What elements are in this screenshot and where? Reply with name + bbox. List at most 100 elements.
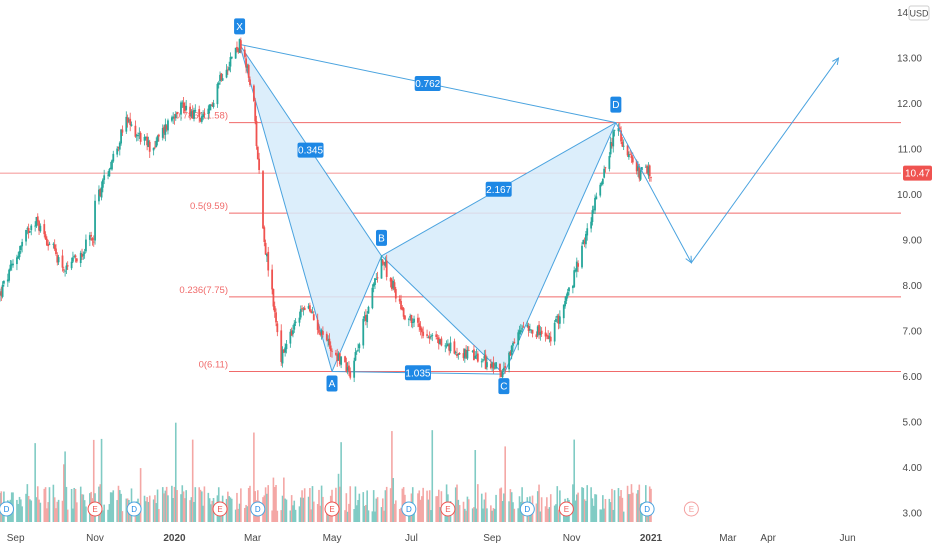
volume-bar <box>117 485 120 522</box>
volume-bar <box>355 505 358 522</box>
candle-body <box>400 300 402 310</box>
volume-bar <box>585 500 587 522</box>
candle-body <box>422 331 425 336</box>
candle-body <box>200 116 203 122</box>
candle-body <box>3 280 5 284</box>
volume-bar <box>145 501 147 522</box>
currency-badge[interactable]: USD <box>908 5 930 21</box>
candle-body <box>191 110 194 119</box>
volume-bar <box>207 492 210 522</box>
volume-bar <box>495 494 497 522</box>
candle-body <box>639 170 642 180</box>
currency-badge-box[interactable] <box>908 5 930 21</box>
candle-body <box>545 335 548 337</box>
candle-body <box>26 228 29 230</box>
volume-bar <box>389 488 392 522</box>
candle-body <box>355 350 358 352</box>
volume-bar <box>637 490 639 522</box>
projection-layer <box>615 57 840 264</box>
candle-body <box>568 287 570 292</box>
volume-bar <box>535 503 538 522</box>
candle-body <box>499 363 501 372</box>
candle-body <box>407 318 410 320</box>
candle-body <box>582 240 585 244</box>
volume-bar <box>158 509 160 522</box>
volume-bar <box>39 502 42 522</box>
candle-body <box>181 102 184 104</box>
candle-body <box>591 210 594 222</box>
candle-body <box>366 314 369 323</box>
candle-body <box>410 314 413 323</box>
y-tick-label: 3.00 <box>903 508 923 519</box>
candle-body <box>245 58 247 68</box>
volume-bar <box>267 485 270 522</box>
candle-body <box>90 235 93 237</box>
candle-body <box>117 147 120 148</box>
candle-body <box>57 257 60 263</box>
volume-bar <box>47 502 49 522</box>
candle-body <box>27 227 30 234</box>
candle-body <box>130 124 133 126</box>
candle-body <box>562 304 565 319</box>
candle-body <box>116 148 119 155</box>
volume-bar <box>107 509 109 522</box>
candle-body <box>100 187 103 198</box>
candle-body <box>237 48 240 52</box>
y-tick-label: 7.00 <box>903 326 923 337</box>
volume-bar <box>164 490 167 522</box>
candle-body <box>112 153 115 162</box>
candle-body <box>64 270 67 272</box>
volume-bar <box>419 499 422 522</box>
volume-bar <box>609 502 612 522</box>
volume-bar <box>201 491 203 522</box>
candle-body <box>1 284 4 297</box>
candle-body <box>111 160 113 170</box>
volume-bar <box>34 443 36 522</box>
candle-body <box>125 116 128 132</box>
volume-bar <box>61 500 64 522</box>
volume-bar <box>245 504 247 522</box>
candle-body <box>173 117 176 119</box>
volume-bar <box>253 432 255 522</box>
candle-body <box>510 345 513 355</box>
candle-body <box>367 306 370 314</box>
x-tick-label: 2021 <box>640 533 663 544</box>
volume-bar <box>243 507 246 522</box>
volume-bar <box>320 485 323 522</box>
volume-bar <box>357 500 359 522</box>
volume-bar <box>475 508 478 522</box>
volume-bar <box>322 496 324 522</box>
candle-body <box>164 124 167 135</box>
candle-body <box>374 278 376 285</box>
candle-body <box>457 353 460 355</box>
pattern-ratio-box <box>414 76 441 92</box>
candle-body <box>182 102 185 108</box>
volume-bar <box>73 487 76 522</box>
volume-bar <box>464 508 466 522</box>
candle-body <box>17 256 20 259</box>
volume-bar <box>586 485 589 522</box>
volume-bar <box>421 496 423 522</box>
candle-body <box>553 322 556 342</box>
volume-bar <box>99 484 102 522</box>
candle-body <box>456 353 458 357</box>
candle-body <box>167 120 169 131</box>
candle-body <box>445 345 448 347</box>
candle-body <box>635 160 638 172</box>
volume-bar <box>108 504 111 522</box>
projection-path <box>615 57 839 264</box>
candle-body <box>210 104 212 106</box>
pattern-leg <box>331 255 382 372</box>
volume-bar <box>102 510 104 522</box>
candle-body <box>380 258 383 279</box>
volume-bar <box>635 493 638 522</box>
volume-bar <box>457 499 460 522</box>
volume-bar <box>409 511 411 522</box>
candle-body <box>540 330 543 335</box>
candle-body <box>98 189 100 202</box>
volume-bar <box>171 485 173 522</box>
volume-bar <box>473 507 475 522</box>
candle-body <box>504 366 507 368</box>
volume-bar <box>125 498 128 522</box>
volume-bar <box>264 487 267 522</box>
